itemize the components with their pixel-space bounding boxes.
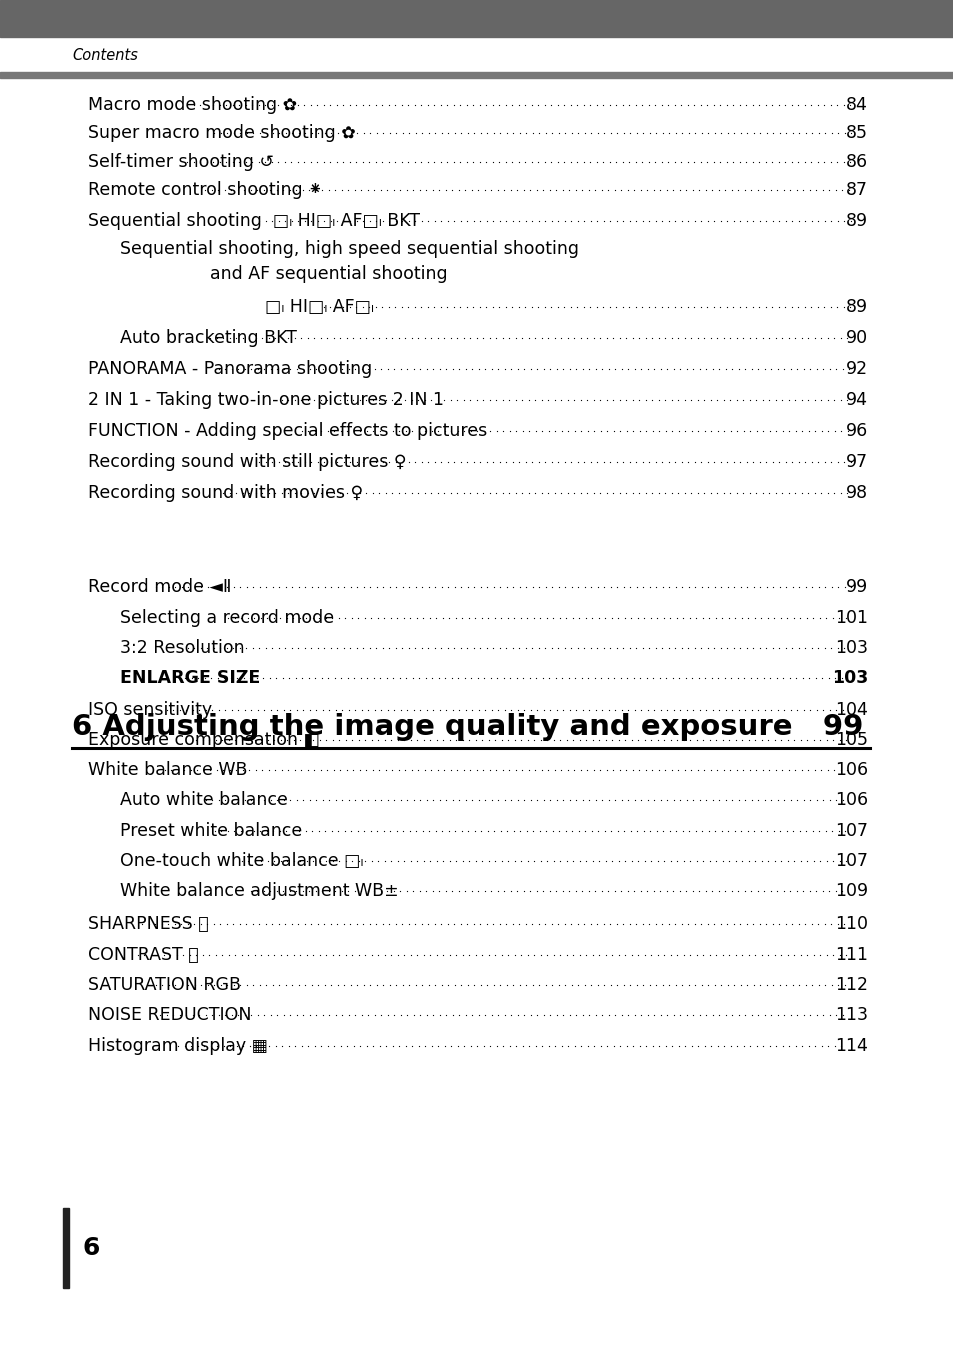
Text: 107: 107 xyxy=(834,851,867,870)
Text: Auto white balance: Auto white balance xyxy=(120,791,288,808)
Text: 103: 103 xyxy=(831,668,867,687)
Text: □ₗ HI□ₗ AF□ₗ: □ₗ HI□ₗ AF□ₗ xyxy=(265,299,374,316)
Text: 92: 92 xyxy=(845,360,867,378)
Text: 104: 104 xyxy=(834,701,867,720)
Text: 96: 96 xyxy=(845,422,867,440)
Text: 84: 84 xyxy=(845,95,867,114)
Text: Self-timer shooting ↺: Self-timer shooting ↺ xyxy=(88,153,274,171)
Text: 2 IN 1 - Taking two-in-one pictures 2 IN 1: 2 IN 1 - Taking two-in-one pictures 2 IN… xyxy=(88,391,443,409)
Text: 106: 106 xyxy=(834,761,867,779)
Text: Sequential shooting  □ₗ HI□ₗ AF□ₗ BKT: Sequential shooting □ₗ HI□ₗ AF□ₗ BKT xyxy=(88,213,419,230)
Text: 99: 99 xyxy=(845,578,867,596)
Text: 3:2 Resolution: 3:2 Resolution xyxy=(120,639,244,656)
Text: 107: 107 xyxy=(834,822,867,841)
Text: Histogram display ▦: Histogram display ▦ xyxy=(88,1037,268,1054)
Text: Recording sound with movies ♀: Recording sound with movies ♀ xyxy=(88,484,363,502)
Text: PANORAMA - Panorama shooting: PANORAMA - Panorama shooting xyxy=(88,360,372,378)
Text: 111: 111 xyxy=(834,946,867,964)
Text: NOISE REDUCTION: NOISE REDUCTION xyxy=(88,1006,252,1024)
Text: 6: 6 xyxy=(83,1236,100,1260)
Text: CONTRAST Ⓒ: CONTRAST Ⓒ xyxy=(88,946,198,964)
Text: SATURATION RGB: SATURATION RGB xyxy=(88,976,241,994)
Text: 94: 94 xyxy=(845,391,867,409)
Text: Contents: Contents xyxy=(71,48,138,63)
Text: White balance WB: White balance WB xyxy=(88,761,247,779)
Text: 89: 89 xyxy=(845,213,867,230)
Text: 110: 110 xyxy=(834,915,867,933)
Text: One-touch white balance □ₗ: One-touch white balance □ₗ xyxy=(120,851,363,870)
Bar xyxy=(63,1208,69,1289)
Text: 85: 85 xyxy=(845,124,867,143)
Text: SHARPNESS Ⓢ: SHARPNESS Ⓢ xyxy=(88,915,209,933)
Text: 98: 98 xyxy=(845,484,867,502)
Text: and AF sequential shooting: and AF sequential shooting xyxy=(210,265,447,282)
Text: 6 Adjusting the image quality and exposure   99: 6 Adjusting the image quality and exposu… xyxy=(71,713,862,741)
Text: Sequential shooting, high speed sequential shooting: Sequential shooting, high speed sequenti… xyxy=(120,239,578,258)
Text: Record mode ◄Ⅱ: Record mode ◄Ⅱ xyxy=(88,578,232,596)
Text: Macro mode shooting ✿: Macro mode shooting ✿ xyxy=(88,95,296,114)
Text: Selecting a record mode: Selecting a record mode xyxy=(120,609,334,627)
Text: White balance adjustment WB±: White balance adjustment WB± xyxy=(120,882,398,900)
Text: FUNCTION - Adding special effects to pictures: FUNCTION - Adding special effects to pic… xyxy=(88,422,487,440)
Text: 114: 114 xyxy=(834,1037,867,1054)
Text: 113: 113 xyxy=(834,1006,867,1024)
Text: Remote control shooting ⁕: Remote control shooting ⁕ xyxy=(88,182,322,199)
Text: 97: 97 xyxy=(845,453,867,471)
Text: Exposure compensation ◧: Exposure compensation ◧ xyxy=(88,730,319,749)
Text: ISO sensitivity: ISO sensitivity xyxy=(88,701,212,720)
Text: 106: 106 xyxy=(834,791,867,808)
Text: 103: 103 xyxy=(834,639,867,656)
Text: 109: 109 xyxy=(834,882,867,900)
Text: 89: 89 xyxy=(845,299,867,316)
Text: Super macro mode shooting ✿: Super macro mode shooting ✿ xyxy=(88,124,355,143)
Text: Auto bracketing BKT: Auto bracketing BKT xyxy=(120,330,296,347)
Text: Preset white balance: Preset white balance xyxy=(120,822,302,841)
Bar xyxy=(0,73,953,78)
Text: 101: 101 xyxy=(834,609,867,627)
Text: 86: 86 xyxy=(845,153,867,171)
Text: Recording sound with still pictures ♀: Recording sound with still pictures ♀ xyxy=(88,453,406,471)
Text: 112: 112 xyxy=(834,976,867,994)
Text: 90: 90 xyxy=(845,330,867,347)
Text: 87: 87 xyxy=(845,182,867,199)
Bar xyxy=(0,0,953,38)
Text: ENLARGE SIZE: ENLARGE SIZE xyxy=(120,668,260,687)
Text: 105: 105 xyxy=(834,730,867,749)
